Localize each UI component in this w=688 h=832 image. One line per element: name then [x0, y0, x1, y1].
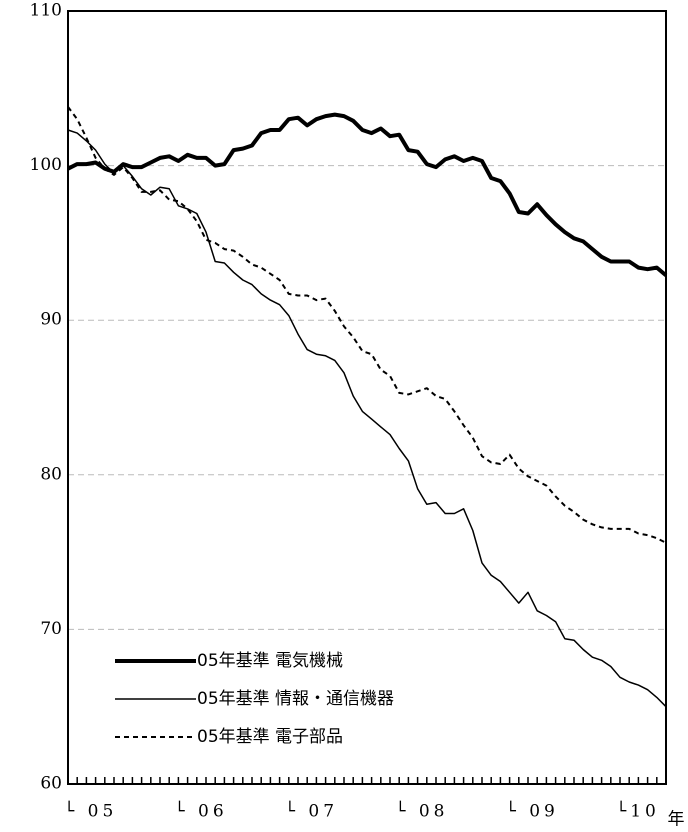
plot-frame	[67, 10, 667, 785]
x-tick-label: └10	[616, 801, 660, 822]
legend-label: 05年基準 電子部品	[197, 727, 343, 747]
x-tick-label: └ 09	[506, 801, 559, 822]
y-tick-label: 70	[40, 619, 62, 639]
series-line	[67, 112, 668, 277]
y-tick-label: 90	[40, 310, 62, 330]
series-line	[67, 106, 667, 544]
legend-label: 05年基準 電気機械	[197, 651, 343, 671]
y-tick-label: 110	[30, 1, 62, 21]
x-tick-label: └ 06	[174, 801, 227, 822]
y-tick-label: 60	[40, 774, 62, 794]
x-tick-label: └ 08	[395, 801, 448, 822]
y-tick-label: 100	[30, 155, 62, 175]
x-axis-unit: 年	[668, 810, 685, 830]
x-tick-label: └ 07	[285, 801, 338, 822]
series-line	[67, 129, 667, 708]
legend-label: 05年基準 情報・通信機器	[197, 689, 394, 709]
x-tick-label: └ 05	[64, 801, 117, 822]
y-tick-label: 80	[40, 464, 62, 484]
